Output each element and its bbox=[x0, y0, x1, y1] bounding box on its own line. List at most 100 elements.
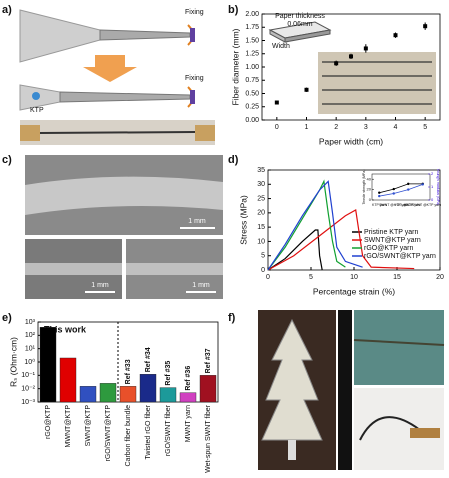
inset-y2-title: Young's modulus (GPa) bbox=[436, 169, 440, 206]
point bbox=[349, 54, 353, 59]
y-axis-title: Rₛ (Ohm·cm) bbox=[8, 337, 18, 387]
panel-label: e) bbox=[2, 312, 12, 324]
clamp-photo bbox=[195, 125, 215, 141]
inset-line bbox=[379, 184, 423, 197]
y-tick-label: 1.75 bbox=[245, 24, 259, 31]
x-axis-title: Paper width (cm) bbox=[319, 136, 383, 146]
y-tick-label: 15 bbox=[257, 224, 265, 231]
x-tick-label: 0 bbox=[275, 124, 279, 131]
y-tick-label: 35 bbox=[257, 167, 265, 174]
y-tick-label: 40 bbox=[367, 176, 372, 181]
y-tick-label: 0.25 bbox=[245, 104, 259, 111]
y-tick-label: 10² bbox=[25, 332, 36, 339]
y-tick-label: 1.50 bbox=[245, 37, 259, 44]
paper-sheet bbox=[19, 9, 101, 63]
bar bbox=[39, 327, 57, 403]
panel-label: f) bbox=[228, 312, 236, 324]
y-tick-label: 10⁻² bbox=[21, 386, 35, 393]
y-tick-label: 0.50 bbox=[245, 90, 259, 97]
photo bbox=[354, 310, 444, 385]
bar bbox=[199, 375, 217, 403]
line bbox=[267, 179, 346, 271]
inset-point bbox=[421, 183, 424, 186]
x-tick-label: 15 bbox=[393, 274, 401, 281]
x-tick-label: 1 bbox=[305, 124, 309, 131]
diagram-a: Fixing Fixing KTP bbox=[19, 9, 215, 145]
point bbox=[363, 46, 368, 51]
bar bbox=[179, 392, 197, 403]
y-tick-label: 0.00 bbox=[245, 117, 259, 124]
point bbox=[393, 33, 398, 38]
point bbox=[274, 100, 279, 105]
inset-point bbox=[407, 188, 410, 191]
x-tick-label: 5 bbox=[309, 274, 313, 281]
yarn bbox=[359, 416, 421, 441]
inset-y-title: Tensile strength (MPa) bbox=[362, 169, 366, 204]
ktp-drop bbox=[32, 92, 40, 100]
label: KTP bbox=[30, 107, 44, 114]
x-tick-label: 4 bbox=[394, 124, 398, 131]
legend-label: SWNT@KTP yarn bbox=[364, 237, 421, 244]
ref-label: Ref #35 bbox=[165, 361, 172, 386]
twisted-fiber bbox=[99, 29, 191, 41]
y-tick-label: 25 bbox=[257, 195, 265, 202]
y-axis-title: Fiber diameter (mm) bbox=[230, 28, 240, 105]
legend-label: rGO/SWNT@KTP yarn bbox=[364, 253, 436, 260]
tree-stand bbox=[288, 440, 296, 460]
x-tick-label: 3 bbox=[364, 124, 368, 131]
inset-category: SWNT @KTP yarn bbox=[379, 203, 408, 207]
y2-tick-label: 0 bbox=[431, 197, 434, 202]
bar bbox=[79, 386, 97, 403]
clamp-photo bbox=[20, 125, 40, 141]
y-tick-label: 1.25 bbox=[245, 51, 259, 58]
y-tick-label: 30 bbox=[257, 181, 265, 188]
x-tick-label: 5 bbox=[423, 124, 427, 131]
x-tick-label: Twisted rGO fiber bbox=[145, 404, 152, 459]
legend-label: rGO@KTP yarn bbox=[364, 245, 413, 252]
scale-label: 1 mm bbox=[91, 282, 109, 289]
y-tick-label: 0 bbox=[261, 267, 265, 274]
line bbox=[267, 180, 363, 271]
inset-category: rGO/SWNT @KTP yarn bbox=[404, 203, 441, 207]
y-tick-label: 2.00 bbox=[245, 11, 259, 18]
twisted-fiber bbox=[59, 91, 191, 103]
inset-title: Paper thickness bbox=[275, 13, 325, 20]
inset-point bbox=[407, 182, 410, 186]
y-tick-label: 10³ bbox=[25, 319, 36, 326]
fiber bbox=[39, 131, 196, 134]
x-tick-label: 10 bbox=[350, 274, 358, 281]
yarn bbox=[25, 176, 223, 215]
ref-label: Ref #33 bbox=[125, 359, 132, 384]
y-tick-label: 5 bbox=[261, 253, 265, 260]
point bbox=[334, 61, 339, 66]
x-tick-label: Carbon fiber bundle bbox=[125, 405, 132, 467]
y-axis-title: Stress (MPa) bbox=[238, 195, 248, 245]
x-tick-label: Wet-spun SWNT fiber bbox=[205, 404, 212, 472]
panel-label: a) bbox=[2, 4, 12, 16]
y-tick-label: 0 bbox=[369, 197, 372, 202]
ref-label: Ref #34 bbox=[145, 347, 152, 372]
point bbox=[304, 87, 309, 92]
x-tick-label: MWNT yarn bbox=[185, 405, 192, 442]
yarn bbox=[353, 339, 445, 346]
x-tick-label: 20 bbox=[436, 274, 444, 281]
bar bbox=[119, 386, 137, 403]
legend-label: Pristine KTP yarn bbox=[364, 229, 418, 236]
scale-label: 1 mm bbox=[192, 282, 210, 289]
x-tick-label: rGO@KTP bbox=[45, 405, 52, 439]
scale-label: 1 mm bbox=[188, 218, 206, 225]
y-tick-label: 10¹ bbox=[25, 346, 36, 353]
y-tick-label: 10 bbox=[257, 238, 265, 245]
y-tick-label: 0.75 bbox=[245, 77, 259, 84]
ref-label: Ref #37 bbox=[205, 348, 212, 373]
sem-c: 1 mm 1 mm 1 mm bbox=[25, 155, 223, 299]
inset-text: 0.06mm bbox=[287, 21, 312, 28]
inset-category: rGO @KTP yarn bbox=[395, 203, 421, 207]
fixing-clamp bbox=[190, 28, 195, 42]
y-tick-label: 10⁻¹ bbox=[21, 372, 35, 379]
inset-line bbox=[379, 183, 423, 194]
inset-point bbox=[392, 192, 395, 195]
photo bbox=[338, 310, 352, 470]
bar bbox=[59, 357, 77, 403]
